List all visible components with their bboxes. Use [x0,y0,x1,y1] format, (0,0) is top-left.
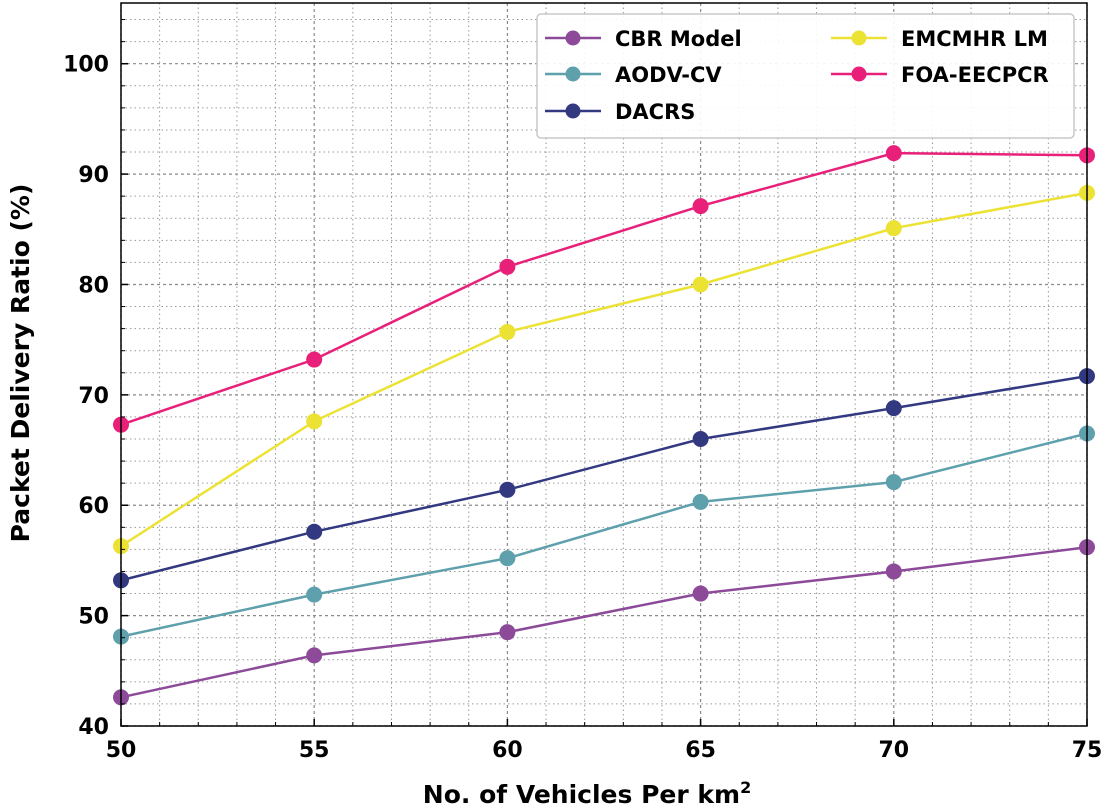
data-point-aodv-cv [306,586,323,603]
y-tick-label: 50 [78,605,109,630]
data-point-foa-eecpcr [499,258,516,275]
legend-marker [565,66,581,82]
data-point-dacrs [306,523,323,540]
x-tick-label: 70 [878,738,909,763]
legend-label: EMCMHR LM [901,27,1048,51]
legend-item-cbr-model: CBR Model [545,27,742,51]
y-tick-label: 70 [78,384,109,409]
data-point-dacrs [692,431,709,448]
legend-marker [565,30,581,46]
data-point-foa-eecpcr [306,351,323,368]
data-point-dacrs [499,481,516,498]
legend-marker [565,103,581,119]
y-axis-title: Packet Delivery Ratio (%) [6,184,35,543]
y-tick-label: 40 [78,715,109,740]
legend-item-foa-eecpcr: FOA-EECPCR [831,63,1049,87]
data-point-emcmhr-lm [306,413,323,430]
legend-marker [851,66,867,82]
y-tick-label: 90 [78,163,109,188]
data-point-aodv-cv [499,550,516,567]
legend-label: AODV-CV [615,63,722,87]
series-line-dacrs [120,374,1088,582]
data-point-dacrs [885,400,902,417]
legend-label: DACRS [615,100,695,124]
legend-item-dacrs: DACRS [545,100,695,124]
series-foa-eecpcr [113,145,1095,433]
legend-item-aodv-cv: AODV-CV [545,63,722,87]
plot-frame [120,2,1088,727]
legend-box [536,13,1075,139]
x-tick-label: 55 [299,738,330,763]
legend-item-emcmhr-lm: EMCMHR LM [831,27,1048,51]
y-tick-label: 100 [63,53,109,78]
series-line-emcmhr-lm [120,191,1088,548]
series-line-cbr-model [120,545,1088,699]
x-tick-label: 60 [492,738,523,763]
legend-label: FOA-EECPCR [901,63,1049,87]
series-emcmhr-lm [113,184,1095,555]
data-point-foa-eecpcr [885,145,902,162]
data-point-cbr-model [499,624,516,641]
y-tick-label: 80 [78,273,109,298]
data-point-aodv-cv [692,493,709,510]
x-axis-title-superscript: 2 [740,778,751,797]
data-point-cbr-model [885,563,902,580]
data-point-cbr-model [306,647,323,664]
x-tick-label: 65 [685,738,716,763]
y-tick-label: 60 [78,494,109,519]
x-axis-title: No. of Vehicles Per km2 [423,778,751,809]
data-point-foa-eecpcr [692,198,709,215]
ticks [120,19,1088,727]
data-point-emcmhr-lm [499,323,516,340]
data-point-cbr-model [692,585,709,602]
series-line-aodv-cv [120,432,1088,638]
series-line-foa-eecpcr [120,151,1088,426]
legend-label: CBR Model [615,27,742,51]
data-point-emcmhr-lm [885,220,902,237]
data-point-aodv-cv [885,474,902,491]
data-point-emcmhr-lm [692,276,709,293]
legend-marker [851,30,867,46]
x-tick-label: 50 [106,738,137,763]
x-tick-label: 75 [1072,738,1103,763]
series-layer [113,145,1095,706]
legend: CBR Model AODV-CV DACRS EMCMHR LM FOA-EECPCR [536,13,1075,139]
